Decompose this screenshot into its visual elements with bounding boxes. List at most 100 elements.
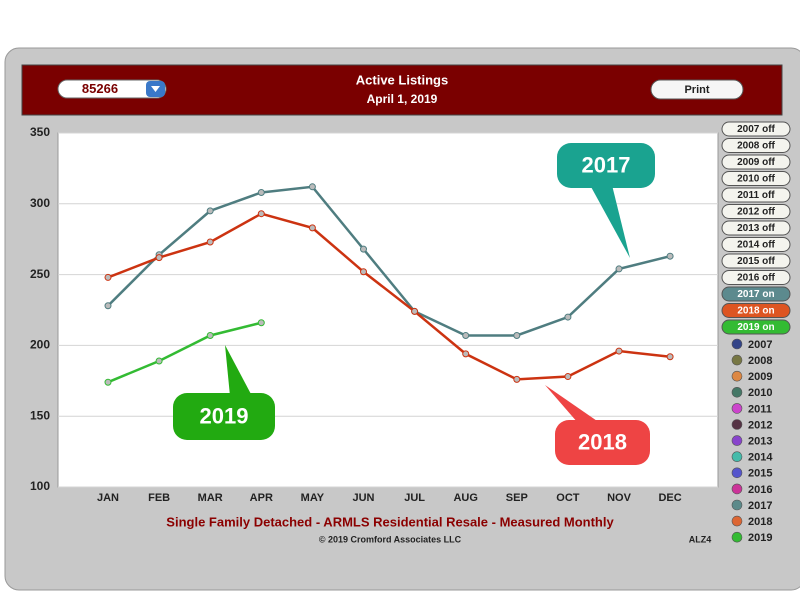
toggle-button[interactable] — [721, 286, 791, 302]
toggle-button[interactable] — [721, 303, 791, 318]
data-point — [513, 375, 521, 383]
legend-label: 2017 — [748, 500, 772, 512]
toggle-label: 2007 off — [737, 124, 775, 135]
data-point — [666, 252, 674, 260]
data-point — [564, 313, 572, 321]
legend-label: 2008 — [748, 355, 772, 367]
data-point — [155, 254, 163, 262]
legend-marker — [731, 515, 743, 527]
series-line — [107, 185, 671, 337]
toggle-button[interactable] — [721, 138, 791, 153]
toggle-label: 2010 off — [737, 174, 775, 185]
toggle-button[interactable] — [721, 319, 791, 335]
data-point — [257, 319, 265, 327]
toggle-button[interactable] — [721, 154, 791, 170]
x-tick-label: JAN — [97, 492, 119, 504]
legend-marker — [731, 338, 743, 350]
dropdown-arrow — [151, 86, 160, 92]
x-tick-label: APR — [250, 492, 273, 504]
toggle-button[interactable] — [721, 204, 791, 219]
legend-marker — [731, 483, 743, 495]
data-point — [257, 188, 265, 196]
legend-marker — [731, 499, 743, 511]
callout-label: 2017 — [582, 152, 631, 177]
toggle-label: 2015 off — [737, 256, 775, 267]
series-line — [107, 212, 671, 381]
legend-marker — [731, 435, 743, 446]
data-point — [206, 207, 214, 215]
legend-marker — [731, 403, 743, 414]
legend-label: 2013 — [748, 436, 772, 448]
y-tick-label: 300 — [30, 196, 50, 210]
x-tick-label: JUN — [352, 492, 374, 504]
legend-marker — [731, 419, 743, 430]
legend-marker — [731, 531, 743, 543]
toggle-label: 2018 on — [737, 306, 774, 317]
x-tick-label: AUG — [453, 492, 477, 504]
callout-box — [555, 420, 650, 465]
code: ALZ4 — [689, 534, 712, 544]
data-point — [104, 302, 112, 310]
footer: Single Family Detached - ARMLS Residenti… — [166, 514, 614, 529]
data-point — [206, 238, 214, 246]
toggle-button[interactable] — [721, 121, 791, 137]
legend-marker — [731, 370, 743, 382]
legend-label: 2016 — [748, 484, 772, 496]
zip-dropdown[interactable] — [57, 79, 167, 99]
callout-box — [173, 393, 275, 440]
print-button[interactable] — [650, 79, 744, 100]
toggle-button[interactable] — [721, 171, 791, 186]
y-tick-label: 150 — [30, 408, 50, 422]
toggle-button[interactable] — [721, 220, 791, 236]
toggle-label: 2019 on — [737, 322, 774, 333]
legend-label: 2014 — [748, 452, 773, 464]
data-point — [155, 357, 163, 365]
legend-marker — [731, 467, 743, 479]
data-point — [615, 265, 623, 273]
data-point — [462, 331, 470, 339]
legend-label: 2007 — [748, 339, 772, 351]
x-tick-label: JUL — [404, 492, 425, 504]
chart-title: Active Listings — [356, 72, 448, 87]
legend-marker — [731, 451, 743, 463]
legend-label: 2011 — [748, 403, 772, 415]
legend-marker — [731, 386, 743, 398]
callout-pointer — [545, 385, 600, 423]
series-line — [107, 321, 262, 384]
toggle-label: 2011 off — [737, 190, 775, 201]
callout-box — [557, 143, 655, 188]
legend-label: 2019 — [748, 532, 772, 544]
toggle-label: 2014 off — [737, 240, 775, 251]
zip-value: 85266 — [82, 81, 118, 96]
toggle-label: 2012 off — [737, 207, 775, 218]
y-tick-label: 350 — [30, 125, 50, 139]
legend-label: 2018 — [748, 516, 772, 528]
y-tick-label: 100 — [30, 479, 50, 493]
toggle-label: 2013 off — [737, 223, 775, 234]
print-label: Print — [684, 84, 709, 96]
toggle-button[interactable] — [721, 187, 791, 203]
toggle-label: 2009 off — [737, 157, 775, 168]
x-tick-label: MAR — [198, 492, 223, 504]
toggle-label: 2008 off — [737, 141, 775, 152]
toggle-button[interactable] — [721, 253, 791, 269]
data-point — [104, 378, 112, 386]
x-tick-label: OCT — [556, 492, 580, 504]
data-point — [462, 350, 470, 358]
x-tick-label: NOV — [607, 492, 632, 504]
toggle-label: 2017 on — [737, 289, 774, 300]
callout-pointer — [590, 185, 630, 258]
data-point — [257, 210, 265, 218]
callout-pointer — [225, 345, 252, 396]
callout-label: 2019 — [200, 403, 249, 428]
data-point — [513, 331, 521, 339]
legend-marker — [731, 354, 743, 366]
toggle-button[interactable] — [721, 270, 791, 285]
chart-subtitle: April 1, 2019 — [367, 92, 438, 106]
data-point — [104, 273, 112, 281]
y-tick-label: 250 — [30, 267, 50, 281]
data-point — [308, 224, 316, 232]
toggle-button[interactable] — [721, 237, 791, 252]
data-point — [308, 183, 316, 191]
